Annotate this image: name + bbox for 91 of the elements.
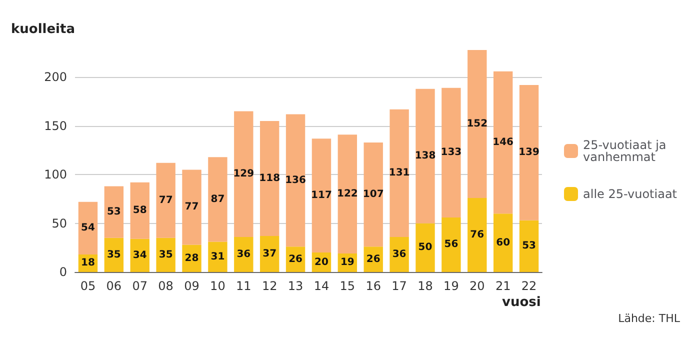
data-label: 26 <box>288 254 303 265</box>
bar <box>104 186 124 238</box>
x-tick-label: 18 <box>418 279 433 293</box>
data-label: 58 <box>132 205 147 216</box>
data-label: 37 <box>262 248 277 260</box>
x-tick-label: 13 <box>288 279 304 293</box>
bar <box>130 182 150 239</box>
data-label: 28 <box>184 252 199 264</box>
data-label: 77 <box>184 202 199 213</box>
bar <box>156 238 176 272</box>
bar <box>234 111 254 237</box>
data-label: 50 <box>418 242 432 254</box>
bar <box>416 88 435 224</box>
x-tick-label: 14 <box>314 279 330 293</box>
x-tick-label: 17 <box>392 279 407 293</box>
bar <box>156 162 176 238</box>
data-label: 60 <box>496 237 510 248</box>
data-label: 76 <box>470 229 484 240</box>
data-label: 35 <box>106 249 121 260</box>
bar <box>390 109 409 237</box>
x-tick-label: 20 <box>470 279 485 293</box>
bar <box>182 170 202 245</box>
x-tick-label: 12 <box>262 279 278 293</box>
data-label: 26 <box>366 254 380 265</box>
data-label: 54 <box>81 222 95 234</box>
x-axis-title: vuosi <box>502 295 541 310</box>
data-label: 152 <box>466 118 488 130</box>
data-label: 131 <box>388 168 410 179</box>
data-label: 139 <box>518 147 540 158</box>
data-label: 36 <box>236 248 251 260</box>
bar <box>442 217 461 272</box>
bar <box>416 223 435 272</box>
data-label: 87 <box>210 194 225 205</box>
x-tick-label: 08 <box>158 279 174 293</box>
data-label: 118 <box>259 173 280 184</box>
data-label: 53 <box>522 240 536 252</box>
bar <box>364 142 383 247</box>
data-label: 35 <box>158 249 173 260</box>
y-tick-label: 150 <box>44 118 68 133</box>
y-tick-label: 0 <box>59 265 68 279</box>
data-label: 34 <box>132 250 147 261</box>
bar <box>338 134 358 254</box>
y-tick-label: 100 <box>44 168 68 182</box>
data-label: 18 <box>81 258 95 269</box>
data-label: 138 <box>414 150 436 162</box>
bar <box>390 236 409 272</box>
data-label: 31 <box>210 251 225 262</box>
bar <box>208 242 228 272</box>
x-tick-label: 09 <box>184 279 200 293</box>
bar <box>78 202 98 254</box>
data-label: 53 <box>106 206 121 218</box>
data-label: 122 <box>336 188 358 200</box>
x-tick-label: 10 <box>210 279 226 293</box>
data-label: 133 <box>440 147 462 158</box>
bar <box>519 85 539 220</box>
bar <box>208 157 228 242</box>
x-tick-label: 21 <box>495 279 511 293</box>
bar <box>260 121 280 236</box>
data-label: 107 <box>362 189 384 200</box>
data-label: 77 <box>158 194 173 206</box>
bar <box>442 88 461 218</box>
bar <box>312 138 332 253</box>
y-axis-title: kuolleita <box>10 22 76 37</box>
data-label: 56 <box>444 239 458 250</box>
x-tick-label: 22 <box>521 279 537 293</box>
data-label: 129 <box>233 168 254 180</box>
data-label: 146 <box>492 136 514 148</box>
x-tick-label: 06 <box>106 279 122 293</box>
x-tick-label: 05 <box>80 279 96 293</box>
data-label: 117 <box>311 190 332 202</box>
bar <box>286 114 306 247</box>
y-tick-label: 50 <box>52 216 68 230</box>
data-label: 36 <box>392 248 406 260</box>
legend-label: 25-vuotiaat ja vanhemmat <box>583 138 670 164</box>
x-tick-label: 16 <box>366 279 382 293</box>
bar <box>493 71 513 214</box>
text: Lähde: THL <box>618 312 681 325</box>
bar <box>493 214 513 272</box>
bar <box>260 236 280 272</box>
data-label: 20 <box>314 256 328 268</box>
bar <box>468 50 487 198</box>
data-label: 136 <box>285 174 306 186</box>
x-tick-label: 15 <box>340 279 356 293</box>
data-label: 19 <box>340 257 354 268</box>
y-tick-label: 200 <box>44 70 68 84</box>
bar <box>468 198 487 272</box>
x-tick-label: 19 <box>444 279 459 293</box>
bar <box>519 220 539 272</box>
legend-label: alle 25-vuotiaat <box>583 187 678 201</box>
x-tick-label: 11 <box>236 279 252 293</box>
x-tick-label: 07 <box>132 279 148 293</box>
